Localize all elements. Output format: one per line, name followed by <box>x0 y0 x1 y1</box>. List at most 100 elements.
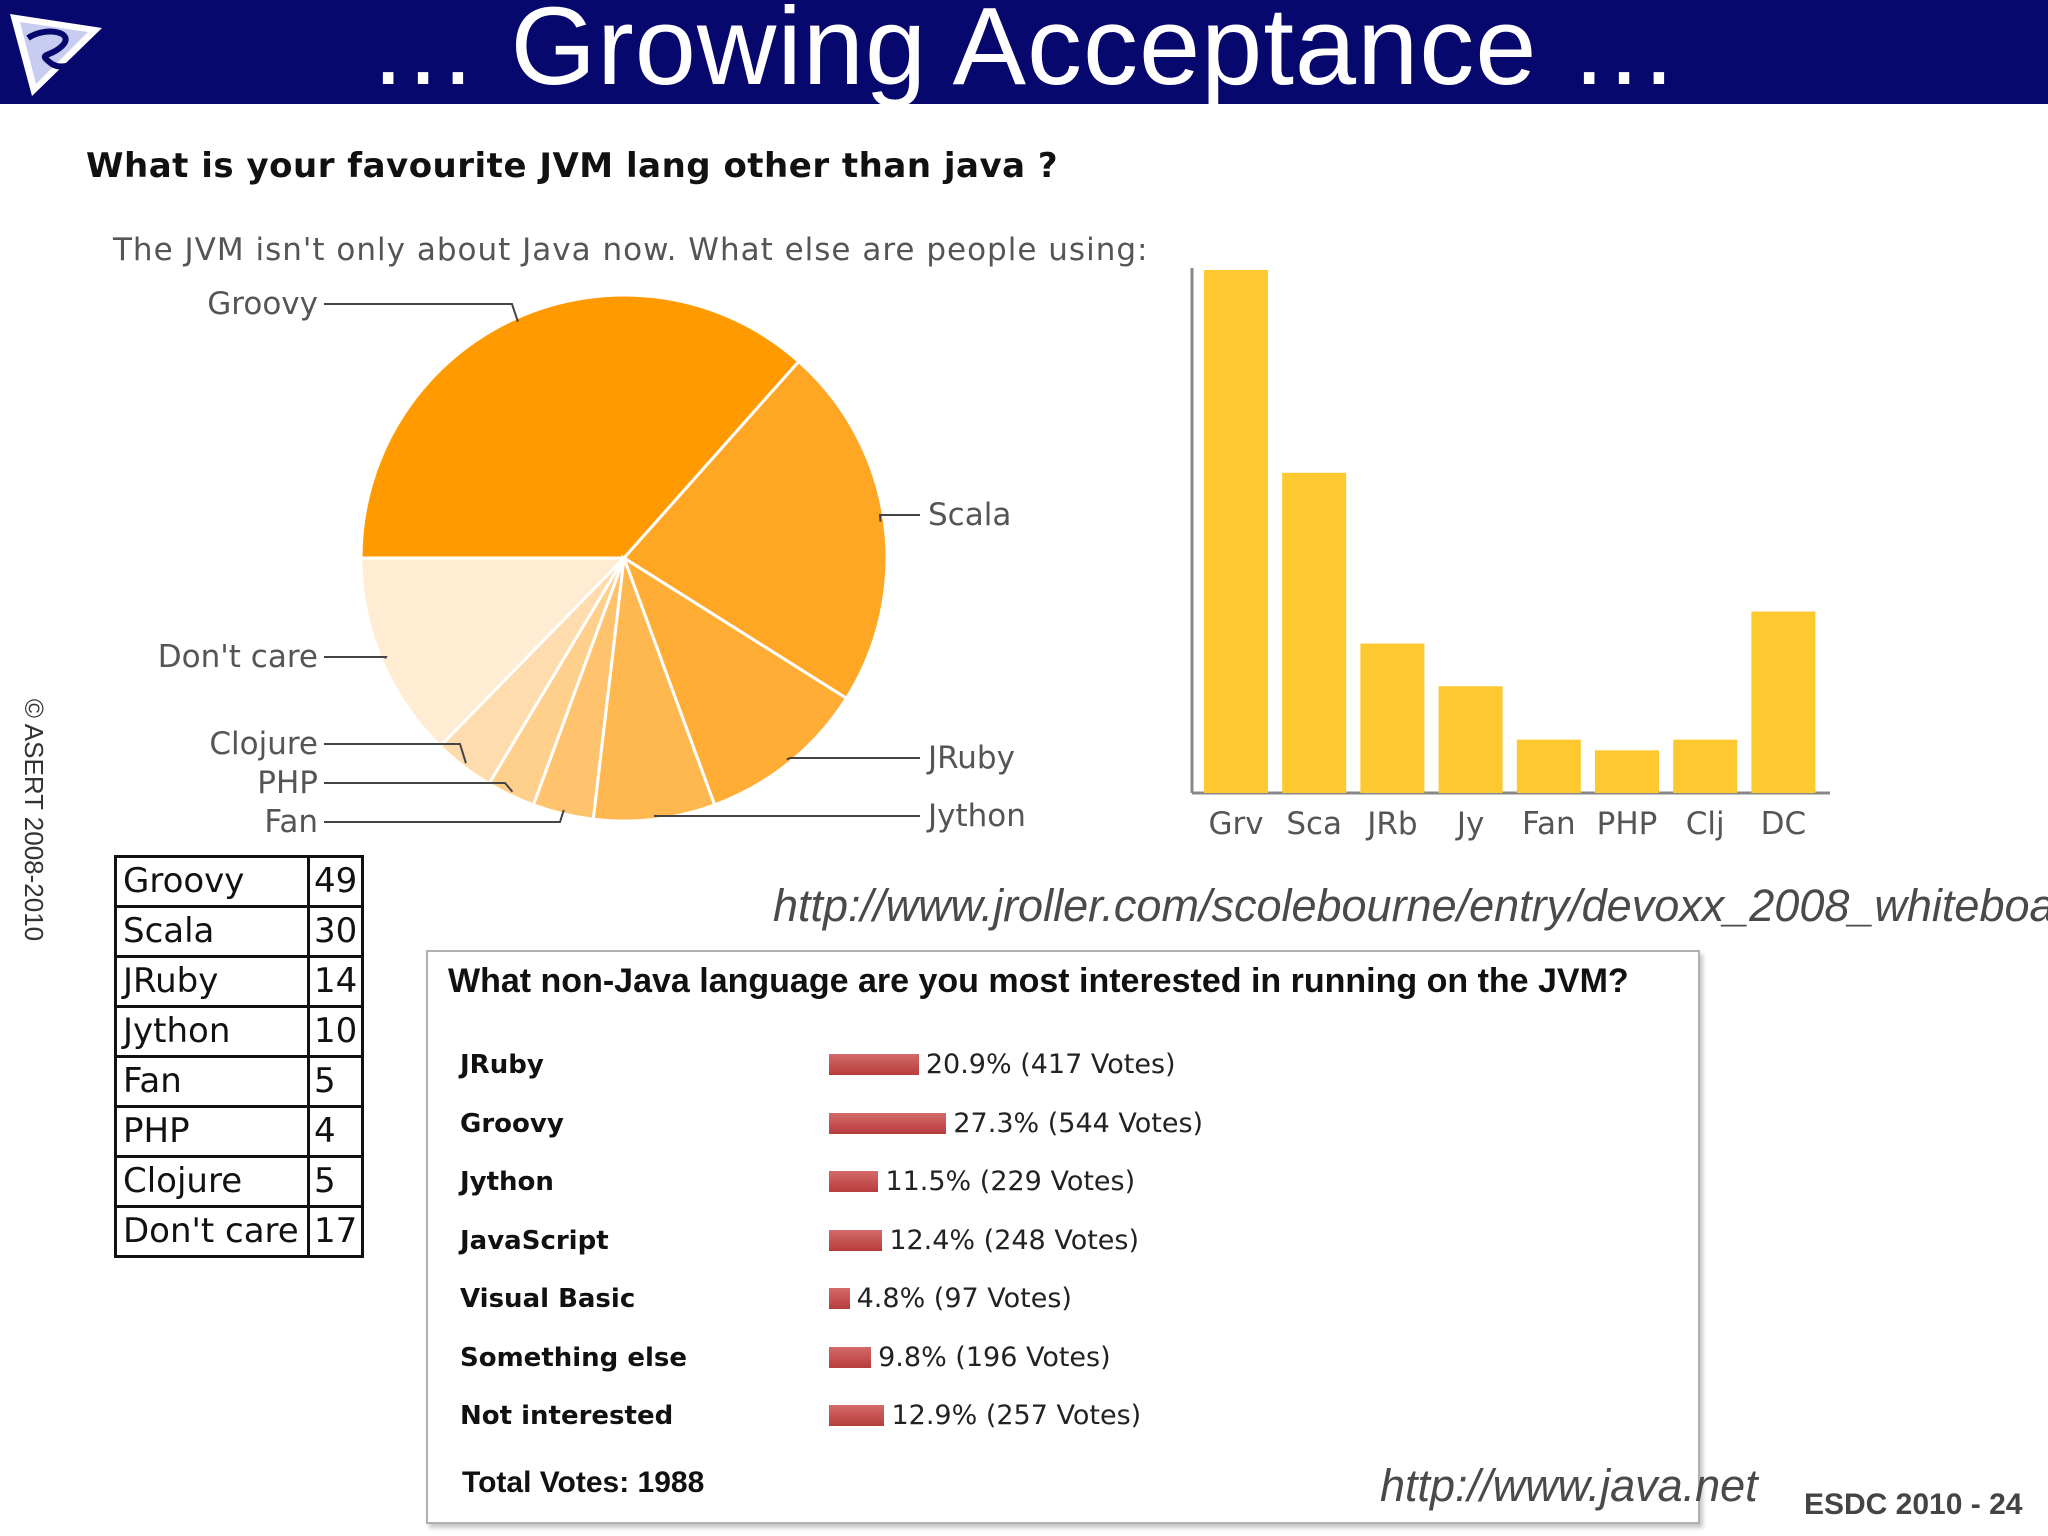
bar-tick-label: DC <box>1761 806 1807 842</box>
votes-table: Groovy 49 Scala 30 JRuby 14 Jython 10 Fan 5 PHP 4 Cl… <box>114 855 365 1258</box>
bar-tick-label: JRb <box>1365 806 1417 842</box>
bar-sca <box>1282 472 1347 793</box>
pie-label: JRuby <box>926 740 1015 776</box>
pie-leader-line <box>653 814 920 817</box>
table-cell-count: 17 <box>306 1205 365 1258</box>
bar-tick-label: Clj <box>1686 806 1725 842</box>
poll-bar-value: 4.8% (97 Votes) <box>856 1283 1072 1314</box>
pie-label: PHP <box>257 765 318 801</box>
table-cell-language: Don't care <box>114 1205 310 1258</box>
pie-leader-line <box>878 514 920 522</box>
table-cell-count: 14 <box>306 955 365 1008</box>
pie-leader-line <box>786 757 920 761</box>
table-row: PHP 4 <box>114 1105 365 1158</box>
pie-leader-line <box>324 782 514 793</box>
table-row: Clojure 5 <box>114 1155 365 1208</box>
poll-total-votes: Total Votes: 1988 <box>462 1466 705 1499</box>
poll-row: JavaScript 12.4% (248 Votes) <box>428 1218 1698 1268</box>
poll-row-label: Something else <box>460 1342 687 1373</box>
poll-row-label: Groovy <box>460 1108 564 1139</box>
table-row: Groovy 49 <box>114 855 365 908</box>
poll-row: Visual Basic 4.8% (97 Votes) <box>428 1276 1698 1326</box>
bar-tick-label: Grv <box>1208 806 1263 842</box>
poll-row-label: Not interested <box>460 1401 674 1431</box>
table-cell-language: Groovy <box>114 855 310 908</box>
poll-bar-value: 9.8% (196 Votes) <box>878 1341 1111 1373</box>
pie-slice-don-t-care <box>359 556 628 749</box>
poll-question: What non-Java language are you most inte… <box>448 962 1629 1000</box>
poll-bar <box>829 1112 947 1134</box>
bar-jrb <box>1360 643 1425 793</box>
table-row: Don't care 17 <box>114 1205 365 1258</box>
table-row: Jython 10 <box>114 1005 365 1058</box>
source-url-jroller[interactable]: http://www.jroller.com/scolebourne/entry… <box>773 880 2048 931</box>
poll-bar <box>829 1288 850 1309</box>
pie-leader-line <box>324 303 519 323</box>
table-cell-language: PHP <box>114 1105 310 1158</box>
table-cell-language: Clojure <box>114 1155 310 1208</box>
poll-row: Not interested 12.9% (257 Votes) <box>428 1393 1698 1443</box>
pie-leader-line <box>324 809 565 823</box>
poll-bar-value: 20.9% (417 Votes) <box>925 1049 1176 1080</box>
survey1-subtitle: The JVM isn't only about Java now. What … <box>113 232 1149 268</box>
poll-bar <box>829 1054 919 1075</box>
bar-tick-label: Sca <box>1286 806 1342 842</box>
pie-leader-line <box>324 656 388 659</box>
pie-slice-jruby <box>621 554 849 807</box>
bar-grv <box>1204 270 1268 793</box>
slide-header: … Growing Acceptance … <box>0 0 2048 108</box>
poll-row-label: JRuby <box>460 1050 544 1080</box>
poll-bar <box>829 1171 879 1192</box>
bar-jy <box>1438 686 1503 793</box>
table-row: Scala 30 <box>114 905 365 958</box>
slide-title: … Growing Acceptance … <box>367 0 1681 108</box>
poll-bar <box>829 1229 883 1251</box>
poll-bar-value: 12.4% (248 Votes) <box>889 1224 1140 1256</box>
poll-bar <box>829 1405 885 1426</box>
slide-footer: ESDC 2010 - 24 <box>1804 1488 2023 1521</box>
bar-chart: Grv Sca JRb Jy Fan PHP Clj DC <box>1190 268 1830 842</box>
survey1-question: What is your favourite JVM lang other th… <box>86 146 1059 186</box>
poll-bar-value: 12.9% (257 Votes) <box>891 1400 1142 1431</box>
table-cell-language: Jython <box>114 1005 310 1058</box>
poll-panel: What non-Java language are you most inte… <box>426 950 1700 1524</box>
poll-row: Jython 11.5% (229 Votes) <box>428 1159 1698 1209</box>
poll-row: JRuby 20.9% (417 Votes) <box>428 1042 1698 1092</box>
pie-label: Clojure <box>209 726 318 762</box>
poll-bar <box>829 1346 872 1368</box>
pie-label: Don't care <box>158 639 318 675</box>
bar-clj <box>1673 739 1738 793</box>
bar-dc <box>1751 611 1816 793</box>
table-cell-count: 49 <box>306 855 365 908</box>
table-cell-count: 30 <box>306 905 365 958</box>
table-cell-count: 5 <box>306 1055 365 1108</box>
poll-row-label: JavaScript <box>460 1225 609 1256</box>
bar-tick-label: PHP <box>1597 806 1658 842</box>
poll-bar-value: 27.3% (544 Votes) <box>953 1107 1204 1139</box>
table-cell-language: JRuby <box>114 955 310 1008</box>
source-url-javanet[interactable]: http://www.java.net <box>1380 1460 1758 1511</box>
table-cell-language: Fan <box>114 1055 310 1108</box>
pie-slice-scala <box>621 359 889 701</box>
asert-logo-icon <box>10 14 102 96</box>
table-row: JRuby 14 <box>114 955 365 1008</box>
pie-label: Fan <box>264 804 318 840</box>
poll-bar-value: 11.5% (229 Votes) <box>885 1166 1136 1197</box>
bar-fan <box>1516 739 1581 793</box>
table-cell-count: 4 <box>306 1105 365 1158</box>
table-cell-count: 5 <box>306 1155 365 1208</box>
table-row: Fan 5 <box>114 1055 365 1108</box>
table-cell-count: 10 <box>306 1005 365 1058</box>
poll-row-label: Visual Basic <box>460 1284 636 1314</box>
pie-label: Jython <box>926 798 1026 834</box>
pie-label: Groovy <box>207 286 318 322</box>
poll-row: Something else 9.8% (196 Votes) <box>428 1335 1698 1385</box>
pie-leader-line <box>324 743 467 764</box>
poll-row-label: Jython <box>460 1167 554 1197</box>
table-cell-language: Scala <box>114 905 310 958</box>
poll-row: Groovy 27.3% (544 Votes) <box>428 1101 1698 1151</box>
pie-slice-jython <box>591 557 717 823</box>
bar-tick-label: Fan <box>1522 806 1576 842</box>
bar-tick-label: Jy <box>1455 806 1485 842</box>
